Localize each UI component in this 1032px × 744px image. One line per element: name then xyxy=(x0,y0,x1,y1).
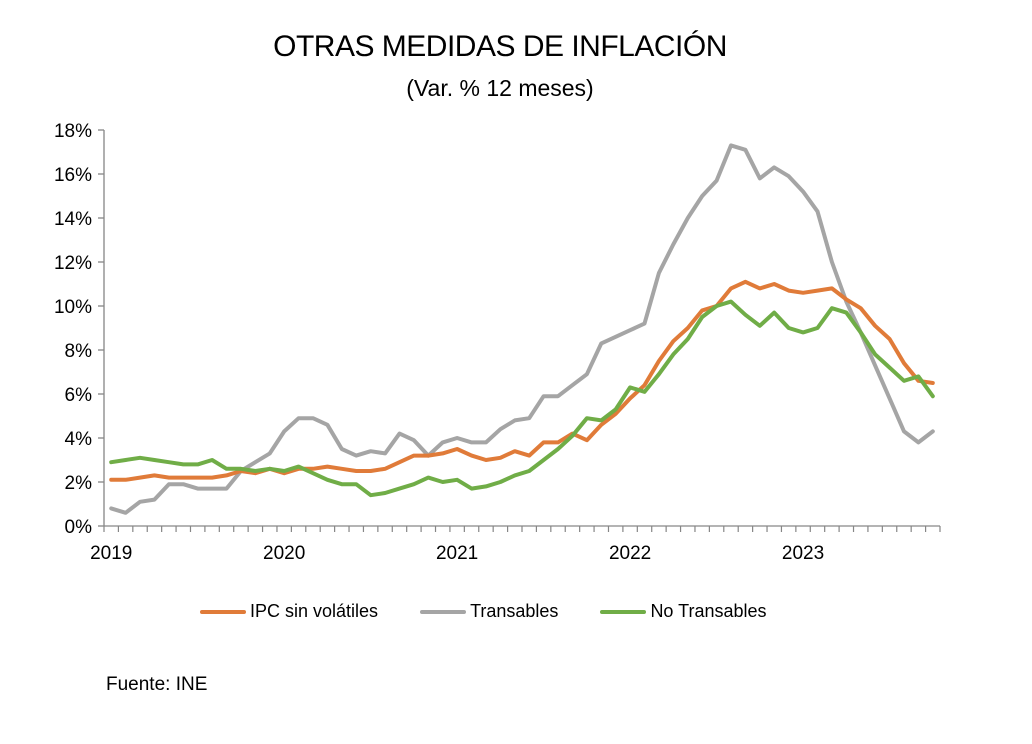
chart-subtitle: (Var. % 12 meses) xyxy=(406,75,594,101)
y-tick-label: 0% xyxy=(65,517,93,538)
legend-label: Transables xyxy=(470,601,559,621)
y-tick-label: 6% xyxy=(65,385,93,406)
y-tick-label: 12% xyxy=(54,253,92,274)
series-line-transables xyxy=(109,143,935,515)
series-line-no-transables xyxy=(109,299,935,498)
y-tick-label: 4% xyxy=(65,429,93,450)
axes xyxy=(98,129,941,532)
y-tick-label: 2% xyxy=(65,473,93,494)
y-tick-label: 8% xyxy=(65,341,93,362)
legend-item-transables: Transables xyxy=(420,601,558,622)
legend-label: No Transables xyxy=(650,601,767,621)
legend-label: IPC sin volátiles xyxy=(250,601,379,621)
x-tick-labels: 2019 2020 2021 2022 2023 xyxy=(90,543,824,564)
legend-item-ipc-sin-volatiles: IPC sin volátiles xyxy=(200,601,378,622)
y-tick-labels: 0% 2% 4% 6% 8% 10% 12% 14% 16% 18% xyxy=(54,121,92,538)
y-tick-label: 10% xyxy=(54,297,92,318)
legend-swatch xyxy=(420,609,467,614)
chart-title: OTRAS MEDIDAS DE INFLACIÓN xyxy=(273,30,727,63)
line-chart: 0%2%4%6%8%10%12%14%16%18% 2019 2020 2021 20… xyxy=(54,121,941,564)
y-tick-label: 16% xyxy=(54,165,92,186)
legend-swatch xyxy=(600,609,647,614)
series-lines xyxy=(109,143,935,515)
x-tick-label: 2023 xyxy=(782,543,824,564)
x-tick-label: 2020 xyxy=(263,543,305,564)
legend: IPC sin volátiles Transables No Transables xyxy=(200,601,809,622)
source-note: Fuente: INE xyxy=(106,674,208,695)
x-tick-label: 2019 xyxy=(90,543,132,564)
x-tick-label: 2021 xyxy=(436,543,478,564)
series-line-ipc-sin-volatiles xyxy=(109,279,935,482)
legend-item-no-transables: No Transables xyxy=(600,601,767,622)
y-tick-label: 14% xyxy=(54,209,92,230)
legend-swatch xyxy=(200,609,246,614)
x-tick-label: 2022 xyxy=(609,543,651,564)
y-tick-label: 18% xyxy=(54,121,92,142)
